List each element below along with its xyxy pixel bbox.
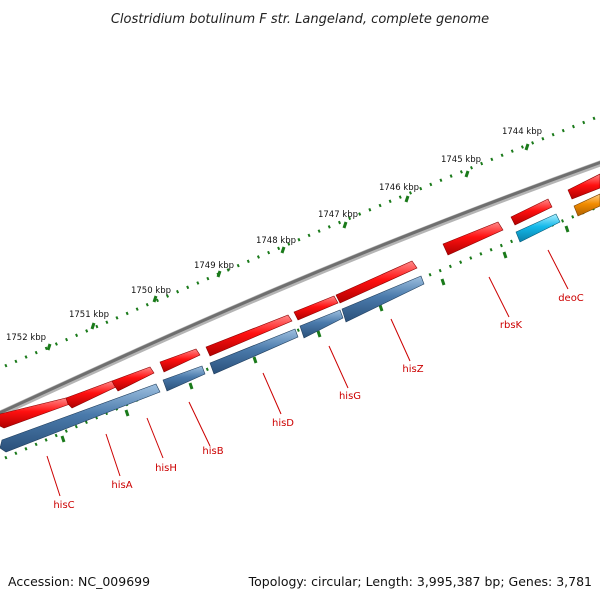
gene-arrow[interactable]	[335, 260, 418, 304]
gene-arrow[interactable]	[510, 198, 553, 226]
tick-label: 1750 kbp	[131, 286, 171, 296]
gene-arrow[interactable]	[159, 348, 201, 373]
leader-line	[488, 276, 510, 318]
gene-arrow-orange[interactable]	[573, 193, 600, 217]
tick-mark	[564, 225, 570, 233]
gene-arrow[interactable]	[205, 314, 293, 357]
leader-line	[46, 455, 61, 497]
gene-arrow[interactable]	[209, 328, 299, 375]
genome-backbone-core	[0, 161, 600, 415]
tick-label: 1748 kbp	[256, 236, 296, 246]
gene-arrow[interactable]	[162, 365, 206, 392]
inner-major-ticks	[60, 225, 570, 443]
gene-label[interactable]: deoC	[558, 293, 584, 304]
tick-mark	[152, 295, 158, 303]
map-title: Clostridium botulinum F str. Langeland, …	[111, 12, 489, 27]
gene-leaders	[46, 249, 569, 497]
leader-line	[547, 249, 569, 290]
gene-arrow[interactable]	[567, 173, 600, 200]
gene-arrow[interactable]	[299, 309, 344, 339]
tick-mark	[342, 221, 348, 229]
tick-mark	[404, 195, 410, 203]
tick-mark	[46, 343, 52, 351]
forward-strand-genes	[0, 173, 600, 429]
gene-arrow[interactable]	[0, 397, 71, 429]
gene-label[interactable]: hisD	[272, 418, 294, 429]
gene-arrow[interactable]	[0, 383, 161, 453]
tick-label: 1746 kbp	[379, 183, 419, 193]
gene-arrow-cyan[interactable]	[515, 213, 561, 243]
genome-backbone	[0, 160, 600, 418]
tick-label: 1747 kbp	[318, 210, 358, 220]
leader-line	[262, 372, 282, 415]
tick-mark	[90, 322, 96, 330]
tick-mark	[124, 409, 130, 417]
gene-arrow[interactable]	[442, 221, 504, 256]
gene-arrow[interactable]	[65, 380, 117, 409]
gene-label[interactable]: hisA	[111, 480, 132, 491]
gene-label[interactable]: hisZ	[402, 364, 423, 375]
tick-mark	[316, 330, 322, 338]
gene-label[interactable]: hisH	[155, 463, 177, 474]
genome-info-text: Topology: circular; Length: 3,995,387 bp…	[248, 574, 592, 589]
tick-mark	[60, 435, 66, 443]
tick-mark	[216, 270, 222, 278]
tick-mark	[524, 143, 530, 151]
accession-text: Accession: NC_009699	[8, 574, 150, 589]
gene-label[interactable]: hisB	[202, 446, 223, 457]
tick-label: 1745 kbp	[441, 155, 481, 165]
leader-line	[188, 401, 211, 447]
tick-label: 1751 kbp	[69, 310, 109, 320]
gene-arrow[interactable]	[293, 295, 339, 321]
gene-arrow[interactable]	[111, 366, 155, 392]
gene-arrow[interactable]	[341, 275, 425, 323]
tick-mark	[502, 251, 508, 259]
tick-mark	[188, 382, 194, 390]
tick-mark	[280, 246, 286, 254]
reverse-strand-genes	[0, 275, 425, 453]
leader-line	[105, 433, 121, 477]
leader-line	[328, 345, 349, 389]
gene-label[interactable]: rbsK	[500, 320, 523, 331]
inner-tick-track	[4, 206, 596, 460]
tick-labels: 1752 kbp 1751 kbp 1750 kbp 1749 kbp 1748…	[6, 127, 542, 343]
gene-label[interactable]: hisC	[53, 500, 74, 511]
outer-major-ticks	[46, 143, 530, 351]
tick-mark	[252, 356, 258, 364]
tick-mark	[440, 278, 446, 286]
tick-label: 1744 kbp	[502, 127, 542, 137]
gene-labels: hisC hisA hisH hisB hisD hisG hisZ rbsK …	[53, 293, 583, 511]
leader-line	[146, 417, 164, 459]
leader-line	[390, 318, 411, 362]
gene-label[interactable]: hisG	[339, 391, 361, 402]
tick-mark	[378, 304, 384, 312]
tick-mark	[464, 170, 470, 178]
tick-label: 1752 kbp	[6, 333, 46, 343]
tick-label: 1749 kbp	[194, 261, 234, 271]
